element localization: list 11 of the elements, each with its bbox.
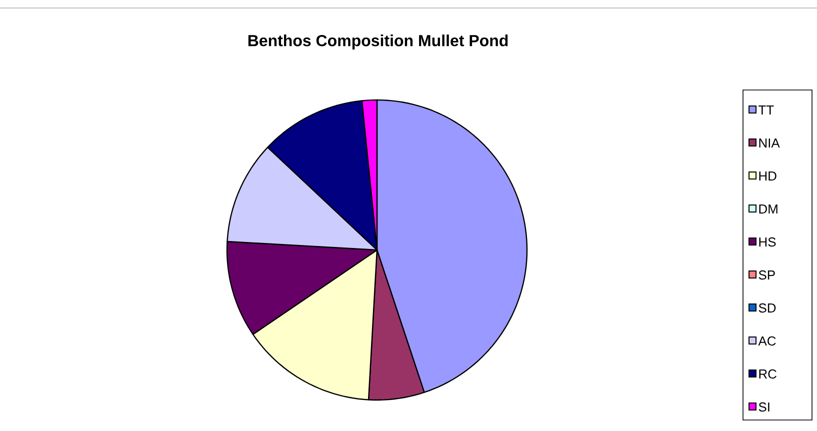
legend-label: SD bbox=[758, 303, 776, 313]
legend-label: NIA bbox=[759, 138, 780, 148]
legend-label: TT bbox=[758, 106, 774, 114]
legend-label: AC bbox=[758, 336, 776, 346]
legend-label: DM bbox=[759, 204, 778, 214]
legend-label: SP bbox=[758, 270, 775, 280]
legend-label: SI bbox=[758, 402, 770, 412]
legend-label: HD bbox=[759, 172, 776, 180]
legend-label: HS bbox=[759, 237, 776, 247]
chart-title: Benthos Composition Mullet Pond bbox=[248, 34, 508, 50]
legend-label: RC bbox=[759, 369, 776, 379]
